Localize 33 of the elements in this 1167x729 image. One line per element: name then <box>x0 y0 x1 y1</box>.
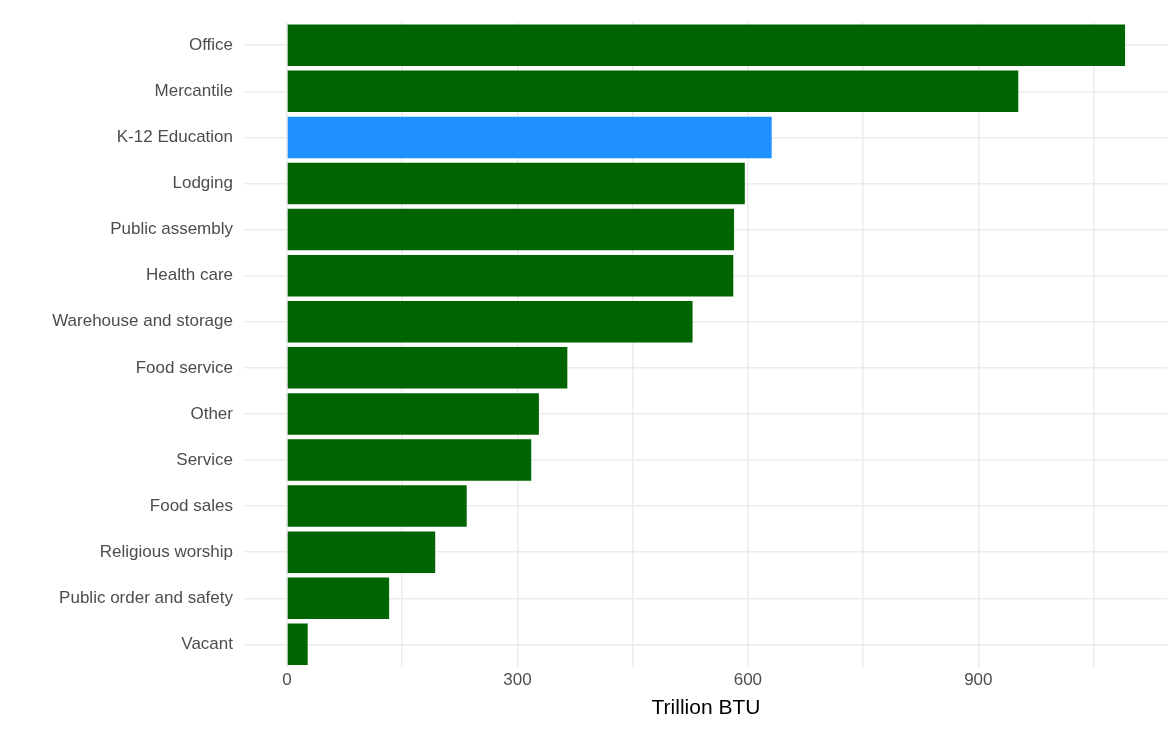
bar <box>287 116 772 159</box>
x-tick-label: 0 <box>282 670 292 690</box>
bar <box>287 623 308 666</box>
y-tick-label: Health care <box>146 265 233 285</box>
y-tick-label: Mercantile <box>154 81 233 101</box>
bar <box>287 254 734 297</box>
y-tick-label: Lodging <box>172 173 233 193</box>
y-tick-label: Public order and safety <box>59 587 234 607</box>
y-tick-label: Office <box>188 34 233 54</box>
bar <box>287 347 568 389</box>
x-axis-title: Trillion BTU <box>651 695 761 719</box>
y-tick-label: Vacant <box>181 634 234 654</box>
y-tick-label: Religious worship <box>99 541 233 561</box>
y-tick-label: Public assembly <box>110 219 234 239</box>
bar <box>287 24 1126 66</box>
x-tick-label: 300 <box>503 670 532 690</box>
y-tick-label: K-12 Education <box>116 127 233 147</box>
y-tick-label: Warehouse and storage <box>52 311 233 331</box>
y-tick-label: Other <box>190 403 234 423</box>
y-tick-label: Food service <box>135 357 233 377</box>
bar <box>287 531 436 573</box>
bar <box>287 70 1019 113</box>
y-tick-label: Food sales <box>149 495 233 515</box>
x-tick-label: 600 <box>733 670 763 690</box>
bar <box>287 577 390 620</box>
y-tick-label: Service <box>176 449 233 469</box>
bar <box>287 208 735 251</box>
bar <box>287 439 532 481</box>
bar <box>287 301 693 343</box>
bar <box>287 162 745 205</box>
bar <box>287 393 539 435</box>
bar <box>287 485 467 527</box>
x-tick-label: 900 <box>964 670 993 690</box>
